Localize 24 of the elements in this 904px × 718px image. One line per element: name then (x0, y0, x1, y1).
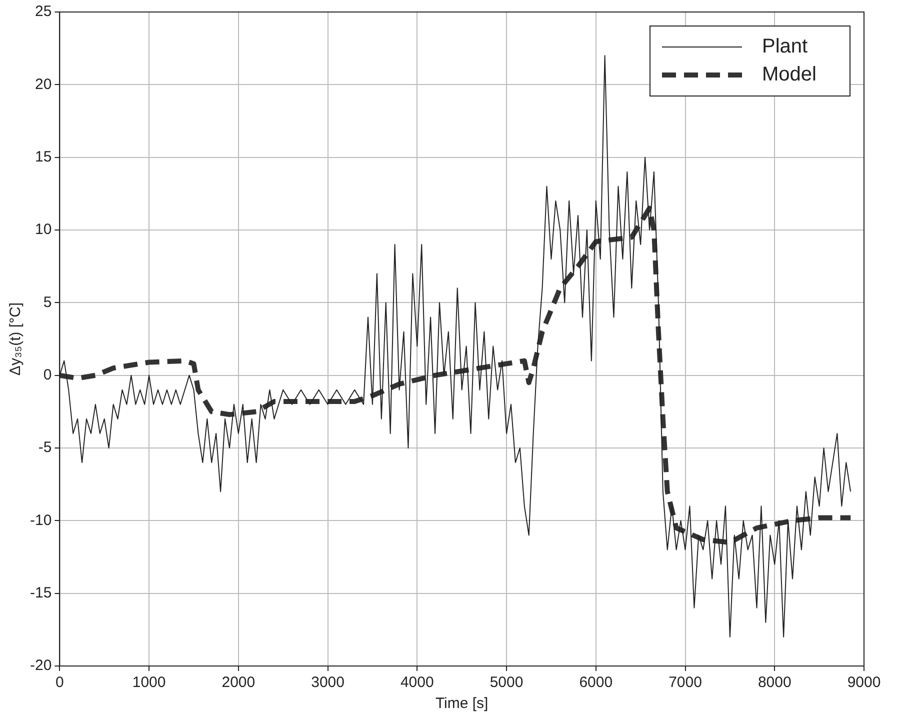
y-tick-label: -10 (30, 512, 52, 529)
x-tick-label: 3000 (311, 674, 344, 692)
y-axis-title: Δy₃₅(t) [°C] (7, 302, 24, 376)
y-tick-label: -15 (30, 584, 52, 602)
x-tick-label: 1000 (132, 674, 166, 692)
y-tick-label: 10 (34, 221, 52, 238)
x-tick-label: 8000 (758, 674, 792, 692)
legend-label: Model (762, 64, 816, 86)
x-tick-label: 9000 (847, 674, 881, 692)
legend-label: Plant (762, 36, 808, 58)
y-tick-label: 0 (43, 366, 52, 384)
x-tick-label: 6000 (579, 674, 613, 692)
y-tick-label: 25 (34, 3, 52, 20)
y-tick-label: 20 (34, 76, 52, 93)
x-tick-label: 2000 (222, 674, 256, 692)
y-tick-label: 5 (43, 294, 52, 311)
x-axis-title: Time [s] (435, 695, 488, 712)
x-tick-label: 5000 (490, 674, 524, 692)
x-tick-label: 4000 (400, 674, 434, 692)
y-tick-label: -20 (30, 657, 52, 674)
x-tick-label: 0 (56, 674, 64, 692)
y-tick-label: 15 (34, 148, 52, 166)
x-tick-label: 7000 (668, 674, 702, 692)
y-tick-label: -5 (38, 439, 52, 456)
